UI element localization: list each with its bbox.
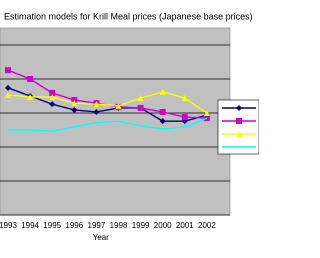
data-point (159, 88, 166, 95)
x-tick-label: 1996 (65, 221, 83, 230)
data-point (115, 102, 122, 109)
x-tick-label: 1993 (0, 221, 17, 230)
data-point (93, 101, 100, 108)
x-tick-label: 1995 (43, 221, 61, 230)
data-point (159, 118, 166, 125)
x-tick-label: 1998 (110, 221, 128, 230)
x-tick-label: 1994 (21, 221, 39, 230)
data-point (49, 89, 56, 96)
series-line (7, 91, 208, 114)
series-line (7, 87, 208, 122)
data-point (181, 95, 188, 102)
data-point (93, 108, 100, 115)
x-tick-label: 2002 (198, 221, 216, 230)
data-point (5, 67, 11, 74)
data-point (203, 110, 210, 116)
data-point (137, 104, 144, 111)
data-point (49, 101, 56, 108)
x-tick-label: 2000 (154, 221, 172, 230)
x-tick-label: 1997 (88, 221, 106, 230)
data-point (71, 100, 78, 107)
x-tick-label: 1999 (132, 221, 150, 230)
data-point (181, 114, 188, 121)
data-point (5, 91, 11, 98)
legend-marker (236, 131, 242, 137)
legend-marker (236, 118, 242, 124)
data-point (71, 106, 78, 113)
series-line (8, 117, 208, 132)
chart-title: Estimation models for Krill Meal prices … (4, 11, 253, 21)
chart: Estimation models for Krill Meal prices … (0, 11, 259, 242)
data-point (27, 76, 34, 82)
x-axis-label: Year (93, 233, 110, 242)
data-point (27, 94, 34, 101)
legend-marker (236, 105, 242, 111)
data-point (5, 84, 11, 91)
data-point (49, 94, 56, 101)
data-point (159, 108, 166, 115)
x-tick-label: 2001 (176, 221, 194, 230)
data-point (71, 97, 78, 104)
data-point (137, 95, 144, 102)
